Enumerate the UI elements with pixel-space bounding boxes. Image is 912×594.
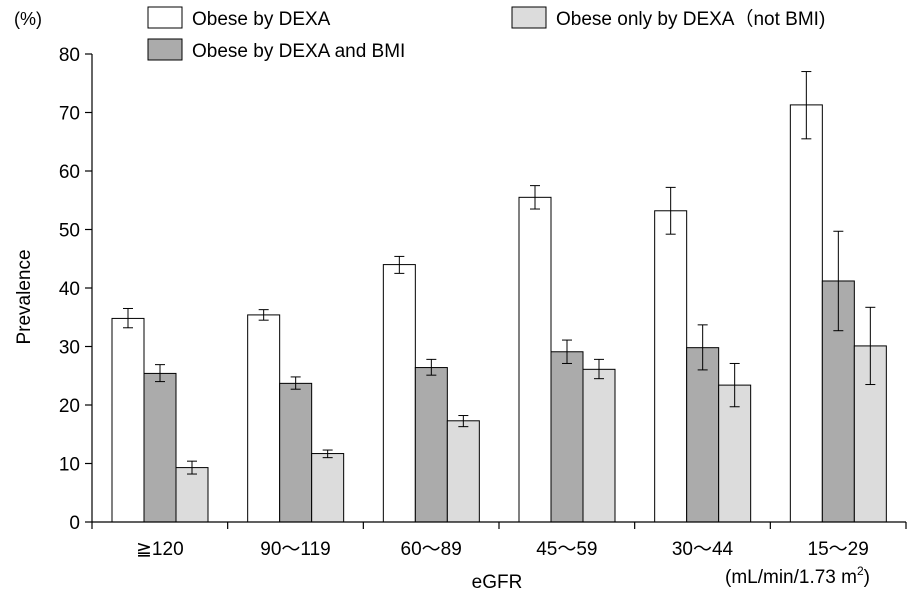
legend-swatch xyxy=(147,38,183,61)
legend-swatch xyxy=(147,6,183,29)
bar xyxy=(550,351,584,523)
x-tick-label: 15～29 xyxy=(808,539,869,560)
bar xyxy=(279,382,313,523)
bar xyxy=(247,314,281,523)
y-tick-label: 30 xyxy=(59,338,80,359)
bar xyxy=(789,104,823,523)
bar xyxy=(686,347,720,523)
x-unit-prefix: (mL/min/1.73 m xyxy=(725,567,857,588)
x-unit-suffix: ) xyxy=(864,567,870,588)
y-tick-label: 60 xyxy=(59,162,80,183)
x-tick-label: 30～44 xyxy=(672,539,734,560)
y-tick-label: 70 xyxy=(59,104,80,125)
y-tick-label: 10 xyxy=(59,455,80,476)
y-axis-title: Prevalence xyxy=(14,249,35,344)
legend-label: Obese by DEXA and BMI xyxy=(192,41,405,62)
bars xyxy=(111,71,887,523)
legend-swatch xyxy=(511,6,547,29)
y-tick-label: 40 xyxy=(59,279,80,300)
legend-label: Obese only by DEXA（not BMI) xyxy=(556,8,825,30)
bar xyxy=(311,453,345,523)
bar xyxy=(382,264,416,523)
y-tick-label: 0 xyxy=(69,513,80,534)
x-tick-label: 45～59 xyxy=(536,539,597,560)
legend-label: Obese by DEXA xyxy=(192,9,331,30)
bar xyxy=(175,467,209,523)
x-unit-superscript: 2 xyxy=(857,564,864,578)
bar xyxy=(446,420,480,523)
bar xyxy=(582,368,616,523)
bar xyxy=(654,210,688,523)
x-tick-label: ≧120 xyxy=(136,539,184,560)
x-tick-label: 90～119 xyxy=(260,539,330,560)
bar xyxy=(518,196,552,523)
x-tick-label: 60～89 xyxy=(401,539,462,560)
y-tick-label: 50 xyxy=(59,221,80,242)
bar xyxy=(414,367,448,523)
x-axis-unit: (mL/min/1.73 m2) xyxy=(725,564,870,588)
y-unit-label: (%) xyxy=(14,9,42,29)
y-tick-label: 80 xyxy=(59,45,80,66)
bar xyxy=(111,317,145,523)
legend: Obese by DEXA Obese only by DEXA（not BMI)… xyxy=(147,6,825,62)
x-axis-title: eGFR xyxy=(472,572,523,593)
bar xyxy=(143,372,177,523)
x-axis: ≧120 90～119 60～89 45～59 30～44 15～29 xyxy=(91,521,907,560)
y-tick-label: 20 xyxy=(59,396,80,417)
y-axis: 0 10 20 30 40 50 60 70 80 xyxy=(59,45,93,534)
